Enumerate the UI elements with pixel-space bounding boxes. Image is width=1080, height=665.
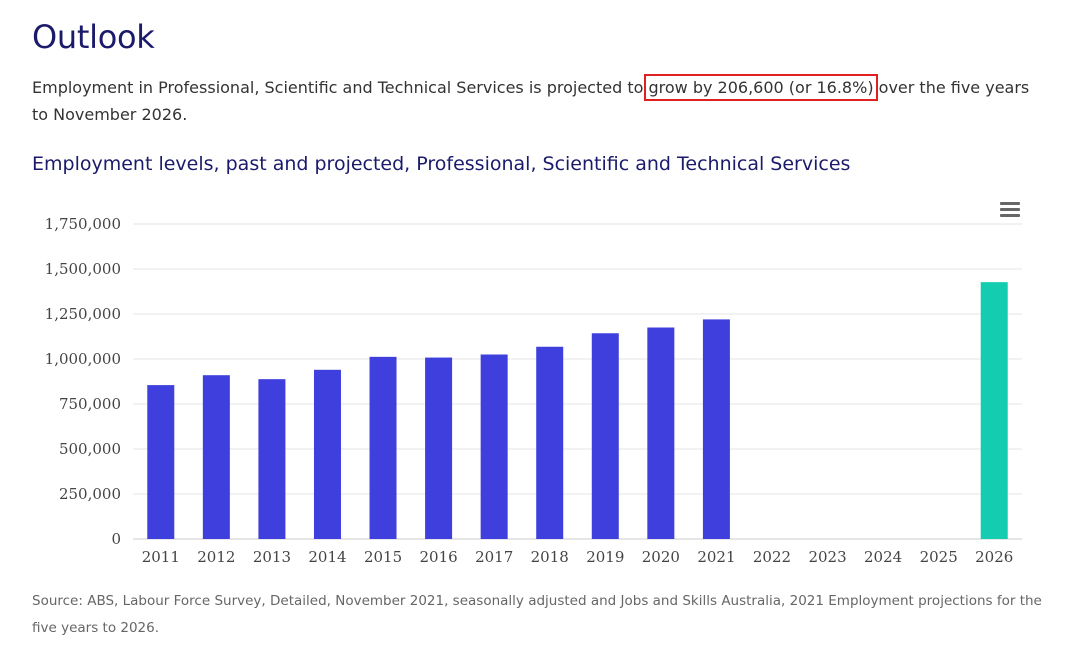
y-tick-label: 500,000 [59,440,121,458]
y-tick-label: 250,000 [59,485,121,503]
y-axis-labels: 0 250,000 500,000 750,000 1,000,000 1,250,000… [45,215,121,548]
x-tick-label: 2019 [586,548,624,566]
x-tick-label: 2015 [364,548,402,566]
x-tick-label: 2012 [197,548,235,566]
chart-bars [147,282,1008,540]
x-tick-label: 2021 [697,548,735,566]
y-tick-label: 1,000,000 [45,350,121,368]
bar-2018[interactable] [536,346,564,539]
x-tick-label: 2023 [808,548,846,566]
x-tick-label: 2020 [642,548,680,566]
intro-text-end: over the five years to November 2026. [32,78,1030,124]
employment-bar-chart: 0 250,000 500,000 750,000 1,000,000 1,250,000… [45,215,1022,566]
bar-2013[interactable] [258,379,286,539]
x-tick-label: 2018 [531,548,569,566]
page-title: Outlook [32,18,155,56]
bar-2020[interactable] [647,327,675,540]
x-tick-label: 2014 [308,548,346,566]
x-tick-label: 2026 [975,548,1013,566]
intro-paragraph: Employment in Professional, Scientific a… [32,74,1042,128]
y-tick-label: 1,250,000 [45,305,121,323]
bar-2011[interactable] [147,385,175,539]
bar-2015[interactable] [369,356,397,539]
source-note: Source: ABS, Labour Force Survey, Detail… [32,593,1042,636]
bar-2019[interactable] [591,333,619,539]
intro-text-start: Employment in Professional, Scientific a… [32,78,649,97]
bar-2021[interactable] [702,319,730,539]
bar-2026[interactable] [980,282,1008,539]
x-tick-label: 2013 [253,548,291,566]
growth-highlight: grow by 206,600 (or 16.8%) [644,74,878,101]
bar-2016[interactable] [425,357,453,539]
bar-2014[interactable] [313,369,341,539]
chart-title: Employment levels, past and projected, P… [32,153,851,175]
x-tick-label: 2017 [475,548,513,566]
x-tick-label: 2025 [920,548,958,566]
y-tick-label: 0 [111,530,121,548]
bar-2012[interactable] [202,375,230,539]
y-tick-label: 1,500,000 [45,260,121,278]
hamburger-menu-icon[interactable] [998,199,1022,219]
x-tick-label: 2024 [864,548,902,566]
x-tick-label: 2022 [753,548,791,566]
y-tick-label: 750,000 [59,395,121,413]
y-tick-label: 1,750,000 [45,215,121,233]
x-axis-labels: 2011 2012 2013 2014 2015 2016 2017 2018 2019 2020… [142,548,1014,566]
bar-2017[interactable] [480,354,508,540]
x-tick-label: 2016 [420,548,458,566]
x-tick-label: 2011 [142,548,180,566]
